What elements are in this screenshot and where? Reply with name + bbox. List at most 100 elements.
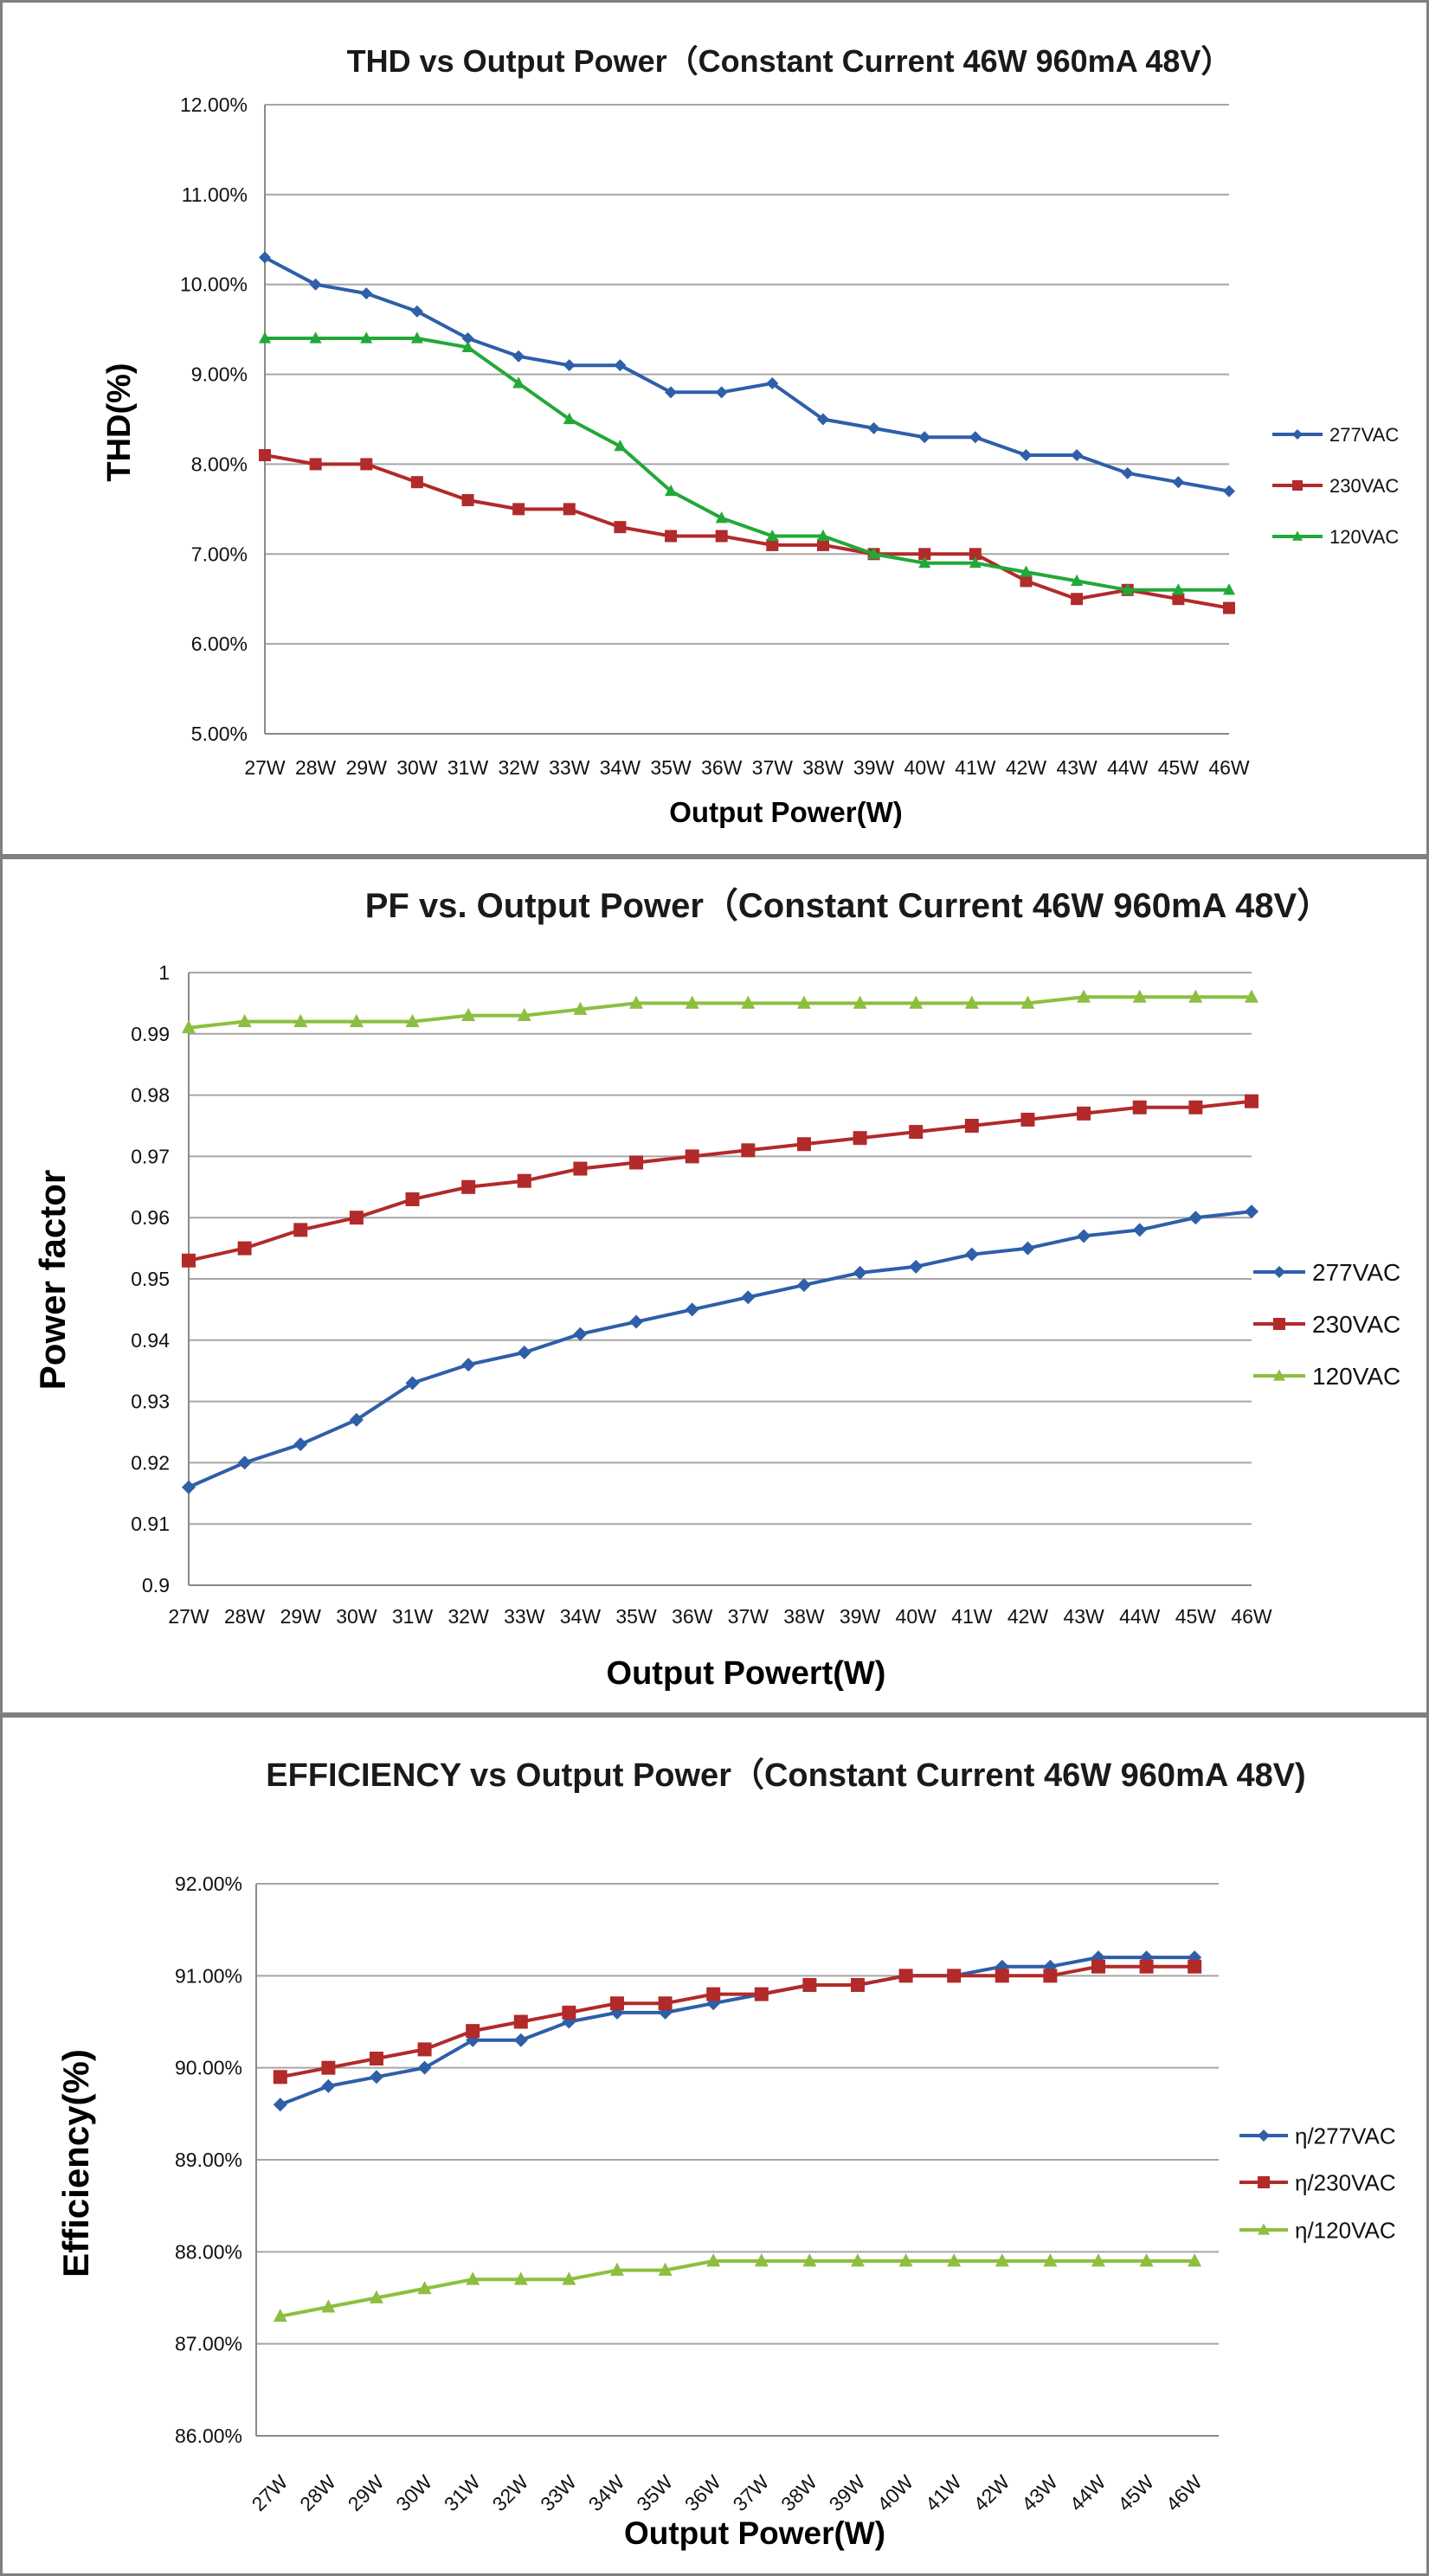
- legend-entry: 277VAC: [1253, 1259, 1400, 1286]
- data-point: [706, 1987, 721, 2001]
- y-tick-label: 0.96: [131, 1206, 170, 1229]
- data-point: [293, 1013, 308, 1028]
- data-point: [851, 1977, 865, 1992]
- data-point: [1091, 1959, 1105, 1974]
- x-tick-label: 37W: [728, 1605, 769, 1628]
- data-point: [964, 1247, 979, 1262]
- x-axis-label: Output Powert(W): [607, 1655, 886, 1692]
- x-tick-label: 32W: [448, 1605, 490, 1628]
- y-tick-label: 8.00%: [191, 453, 248, 475]
- legend-entry: 230VAC: [1272, 475, 1399, 497]
- series-3: [182, 989, 1258, 1034]
- data-point: [853, 995, 867, 1009]
- x-tick-label: 36W: [672, 1605, 713, 1628]
- data-point: [754, 2253, 769, 2267]
- series-line: [280, 1964, 1195, 2079]
- data-point: [867, 547, 880, 559]
- series-line: [188, 1099, 1252, 1262]
- data-point: [715, 530, 728, 543]
- x-tick-label: 39W: [853, 756, 895, 779]
- data-point: [1188, 989, 1203, 1003]
- data-point: [665, 386, 678, 399]
- data-point: [370, 2070, 383, 2085]
- x-tick-label: 38W: [802, 756, 844, 779]
- data-point: [259, 449, 271, 462]
- data-point: [1223, 583, 1235, 595]
- legend-label: 277VAC: [1329, 424, 1399, 446]
- data-point: [918, 556, 931, 569]
- data-point: [1172, 583, 1185, 595]
- x-tick-label: 35W: [650, 756, 692, 779]
- y-tick-label: 88.00%: [175, 2240, 242, 2263]
- series-3: [259, 331, 1235, 595]
- data-point: [349, 1211, 364, 1225]
- data-point: [182, 1480, 196, 1494]
- x-tick-label: 32W: [499, 756, 540, 779]
- legend-label: η/120VAC: [1295, 2217, 1396, 2243]
- data-point: [360, 331, 373, 344]
- data-point: [512, 503, 525, 516]
- x-tick-label: 41W: [955, 756, 996, 779]
- series-2: [273, 1959, 1202, 2085]
- data-point: [293, 1437, 308, 1452]
- x-tick-label: 45W: [1175, 1605, 1217, 1628]
- data-point: [802, 2253, 817, 2267]
- y-tick-label: 10.00%: [180, 273, 248, 296]
- data-point: [563, 503, 576, 516]
- x-tick-label: 43W: [1063, 1605, 1104, 1628]
- data-point: [370, 2290, 383, 2303]
- data-point: [1071, 593, 1084, 606]
- x-tick-label: 45W: [1158, 756, 1200, 779]
- data-point: [1245, 1094, 1258, 1108]
- chart-title: EFFICIENCY vs Output Power（Constant Curr…: [266, 1757, 1305, 1794]
- data-point: [259, 251, 271, 264]
- data-point: [573, 1161, 588, 1176]
- legend-label: 230VAC: [1329, 475, 1399, 497]
- data-point: [1020, 995, 1035, 1009]
- y-tick-label: 89.00%: [175, 2149, 242, 2171]
- data-point: [853, 1131, 867, 1146]
- chart-title: PF vs. Output Power（Constant Current 46W…: [365, 887, 1332, 925]
- data-point: [321, 2060, 336, 2075]
- data-point: [405, 1013, 420, 1028]
- x-tick-label: 40W: [896, 1605, 937, 1628]
- data-point: [360, 287, 373, 300]
- x-tick-label: 43W: [1056, 756, 1097, 779]
- y-tick-label: 0.9: [142, 1574, 170, 1596]
- data-point: [466, 2024, 480, 2039]
- chart-title: THD vs Output Power（Constant Current 46W…: [347, 43, 1233, 79]
- data-point: [273, 2308, 287, 2322]
- x-tick-label: 31W: [392, 1605, 434, 1628]
- data-point: [237, 1455, 252, 1470]
- x-tick-label: 39W: [840, 1605, 881, 1628]
- data-point: [321, 2078, 336, 2093]
- data-point: [1043, 2253, 1058, 2267]
- x-tick-label: 35W: [615, 1605, 657, 1628]
- data-point: [349, 1013, 364, 1028]
- data-point: [796, 1137, 811, 1152]
- data-point: [969, 556, 982, 569]
- legend-entry: η/230VAC: [1239, 2169, 1396, 2195]
- legend-label: 277VAC: [1312, 1259, 1400, 1286]
- data-point: [417, 2042, 432, 2057]
- y-tick-label: 7.00%: [191, 543, 248, 565]
- y-tick-label: 0.97: [131, 1145, 170, 1167]
- data-point: [969, 431, 982, 444]
- data-point: [766, 538, 779, 551]
- data-point: [237, 1013, 252, 1028]
- legend-marker: [1273, 1369, 1285, 1381]
- x-tick-label: 41W: [951, 1605, 993, 1628]
- data-point: [816, 529, 829, 542]
- data-point: [1043, 1969, 1058, 1983]
- x-axis-label: Output Power(W): [669, 796, 902, 828]
- data-point: [766, 529, 779, 542]
- x-tick-label: 46W: [1208, 756, 1250, 779]
- data-point: [816, 413, 829, 426]
- series-line: [280, 1956, 1195, 2107]
- data-point: [461, 332, 474, 345]
- series-line: [264, 453, 1230, 610]
- data-point: [918, 431, 931, 444]
- data-point: [629, 995, 644, 1009]
- x-tick-label: 46W: [1231, 1605, 1272, 1628]
